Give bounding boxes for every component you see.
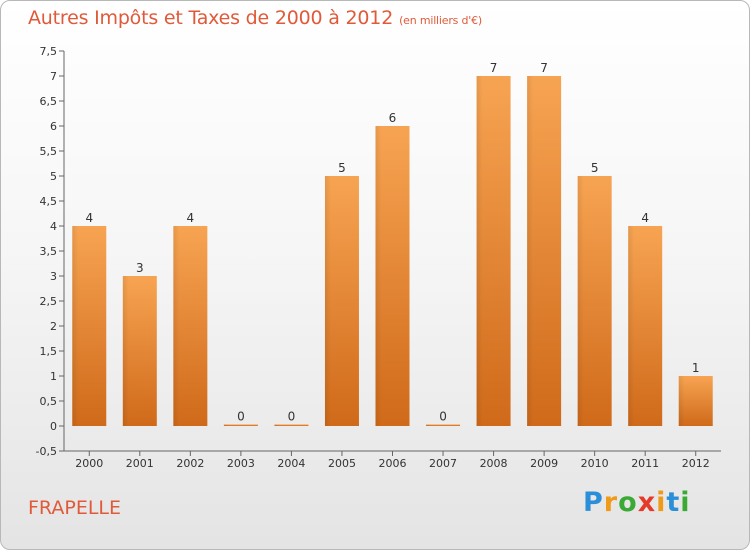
y-tick-label: 1,5 bbox=[40, 345, 58, 358]
x-tick-label: 2012 bbox=[682, 457, 710, 470]
data-label: 0 bbox=[439, 410, 447, 424]
x-tick-label: 2009 bbox=[530, 457, 558, 470]
x-tick-label: 2004 bbox=[277, 457, 305, 470]
y-tick-label: 5,5 bbox=[40, 145, 58, 158]
y-tick-label: 7 bbox=[50, 70, 57, 83]
logo-letter: t bbox=[666, 487, 681, 518]
data-label: 3 bbox=[136, 261, 144, 275]
y-tick-label: 0 bbox=[50, 420, 57, 433]
data-label: 0 bbox=[288, 410, 296, 424]
logo-letter: P bbox=[583, 487, 604, 518]
logo-letter: o bbox=[618, 487, 638, 518]
data-label: 5 bbox=[338, 161, 346, 175]
bar-shade bbox=[274, 424, 281, 426]
logo-letter: x bbox=[637, 487, 657, 518]
bar-shade bbox=[375, 126, 382, 426]
bar-shade bbox=[577, 176, 584, 426]
data-label: 7 bbox=[540, 61, 548, 75]
y-tick-label: 2 bbox=[50, 320, 57, 333]
y-tick-label: 6,5 bbox=[40, 95, 58, 108]
data-label: 5 bbox=[591, 161, 599, 175]
commune-name: FRAPELLE bbox=[28, 497, 121, 519]
data-label: 1 bbox=[692, 361, 700, 375]
y-tick-label: 5 bbox=[50, 170, 57, 183]
bar-shade bbox=[678, 376, 685, 426]
x-tick-label: 2002 bbox=[176, 457, 204, 470]
y-tick-label: 2,5 bbox=[40, 295, 58, 308]
bar-shade bbox=[628, 226, 635, 426]
x-tick-label: 2011 bbox=[631, 457, 659, 470]
x-tick-label: 2006 bbox=[379, 457, 407, 470]
bar-shade bbox=[72, 226, 79, 426]
bar-shade bbox=[527, 76, 534, 426]
data-label: 0 bbox=[237, 410, 245, 424]
x-tick-label: 2003 bbox=[227, 457, 255, 470]
chart-title: Autres Impôts et Taxes de 2000 à 2012 (en… bbox=[28, 7, 482, 29]
x-tick-label: 2008 bbox=[480, 457, 508, 470]
x-tick-label: 2007 bbox=[429, 457, 457, 470]
x-tick-label: 2000 bbox=[75, 457, 103, 470]
chart-subtitle: (en milliers d'€) bbox=[399, 14, 482, 27]
bar-shade bbox=[324, 176, 331, 426]
y-tick-label: 7,5 bbox=[40, 45, 58, 58]
data-label: 4 bbox=[187, 211, 195, 225]
x-tick-label: 2001 bbox=[126, 457, 154, 470]
logo-letter: r bbox=[603, 487, 619, 518]
bar bbox=[223, 424, 258, 426]
bar-shade bbox=[426, 424, 433, 426]
y-tick-label: 3 bbox=[50, 270, 57, 283]
x-tick-label: 2005 bbox=[328, 457, 356, 470]
data-label: 4 bbox=[641, 211, 649, 225]
y-tick-label: -0,5 bbox=[36, 445, 57, 458]
proxiti-logo: Proxiti bbox=[583, 487, 691, 518]
y-tick-label: 6 bbox=[50, 120, 57, 133]
bar-shade bbox=[173, 226, 180, 426]
data-label: 4 bbox=[85, 211, 93, 225]
bar bbox=[426, 424, 461, 426]
bar-shade bbox=[223, 424, 230, 426]
y-tick-label: 0,5 bbox=[40, 395, 58, 408]
bar bbox=[274, 424, 309, 426]
y-tick-label: 4,5 bbox=[40, 195, 58, 208]
y-tick-label: 1 bbox=[50, 370, 57, 383]
data-label: 7 bbox=[490, 61, 498, 75]
bar-shade bbox=[122, 276, 129, 426]
y-tick-label: 4 bbox=[50, 220, 57, 233]
logo-letter: i bbox=[656, 487, 667, 518]
data-label: 6 bbox=[389, 111, 397, 125]
y-tick-label: 3,5 bbox=[40, 245, 58, 258]
x-tick-label: 2010 bbox=[581, 457, 609, 470]
logo-letter: i bbox=[680, 487, 691, 518]
chart-title-text: Autres Impôts et Taxes de 2000 à 2012 bbox=[28, 7, 394, 29]
bar-shade bbox=[476, 76, 483, 426]
